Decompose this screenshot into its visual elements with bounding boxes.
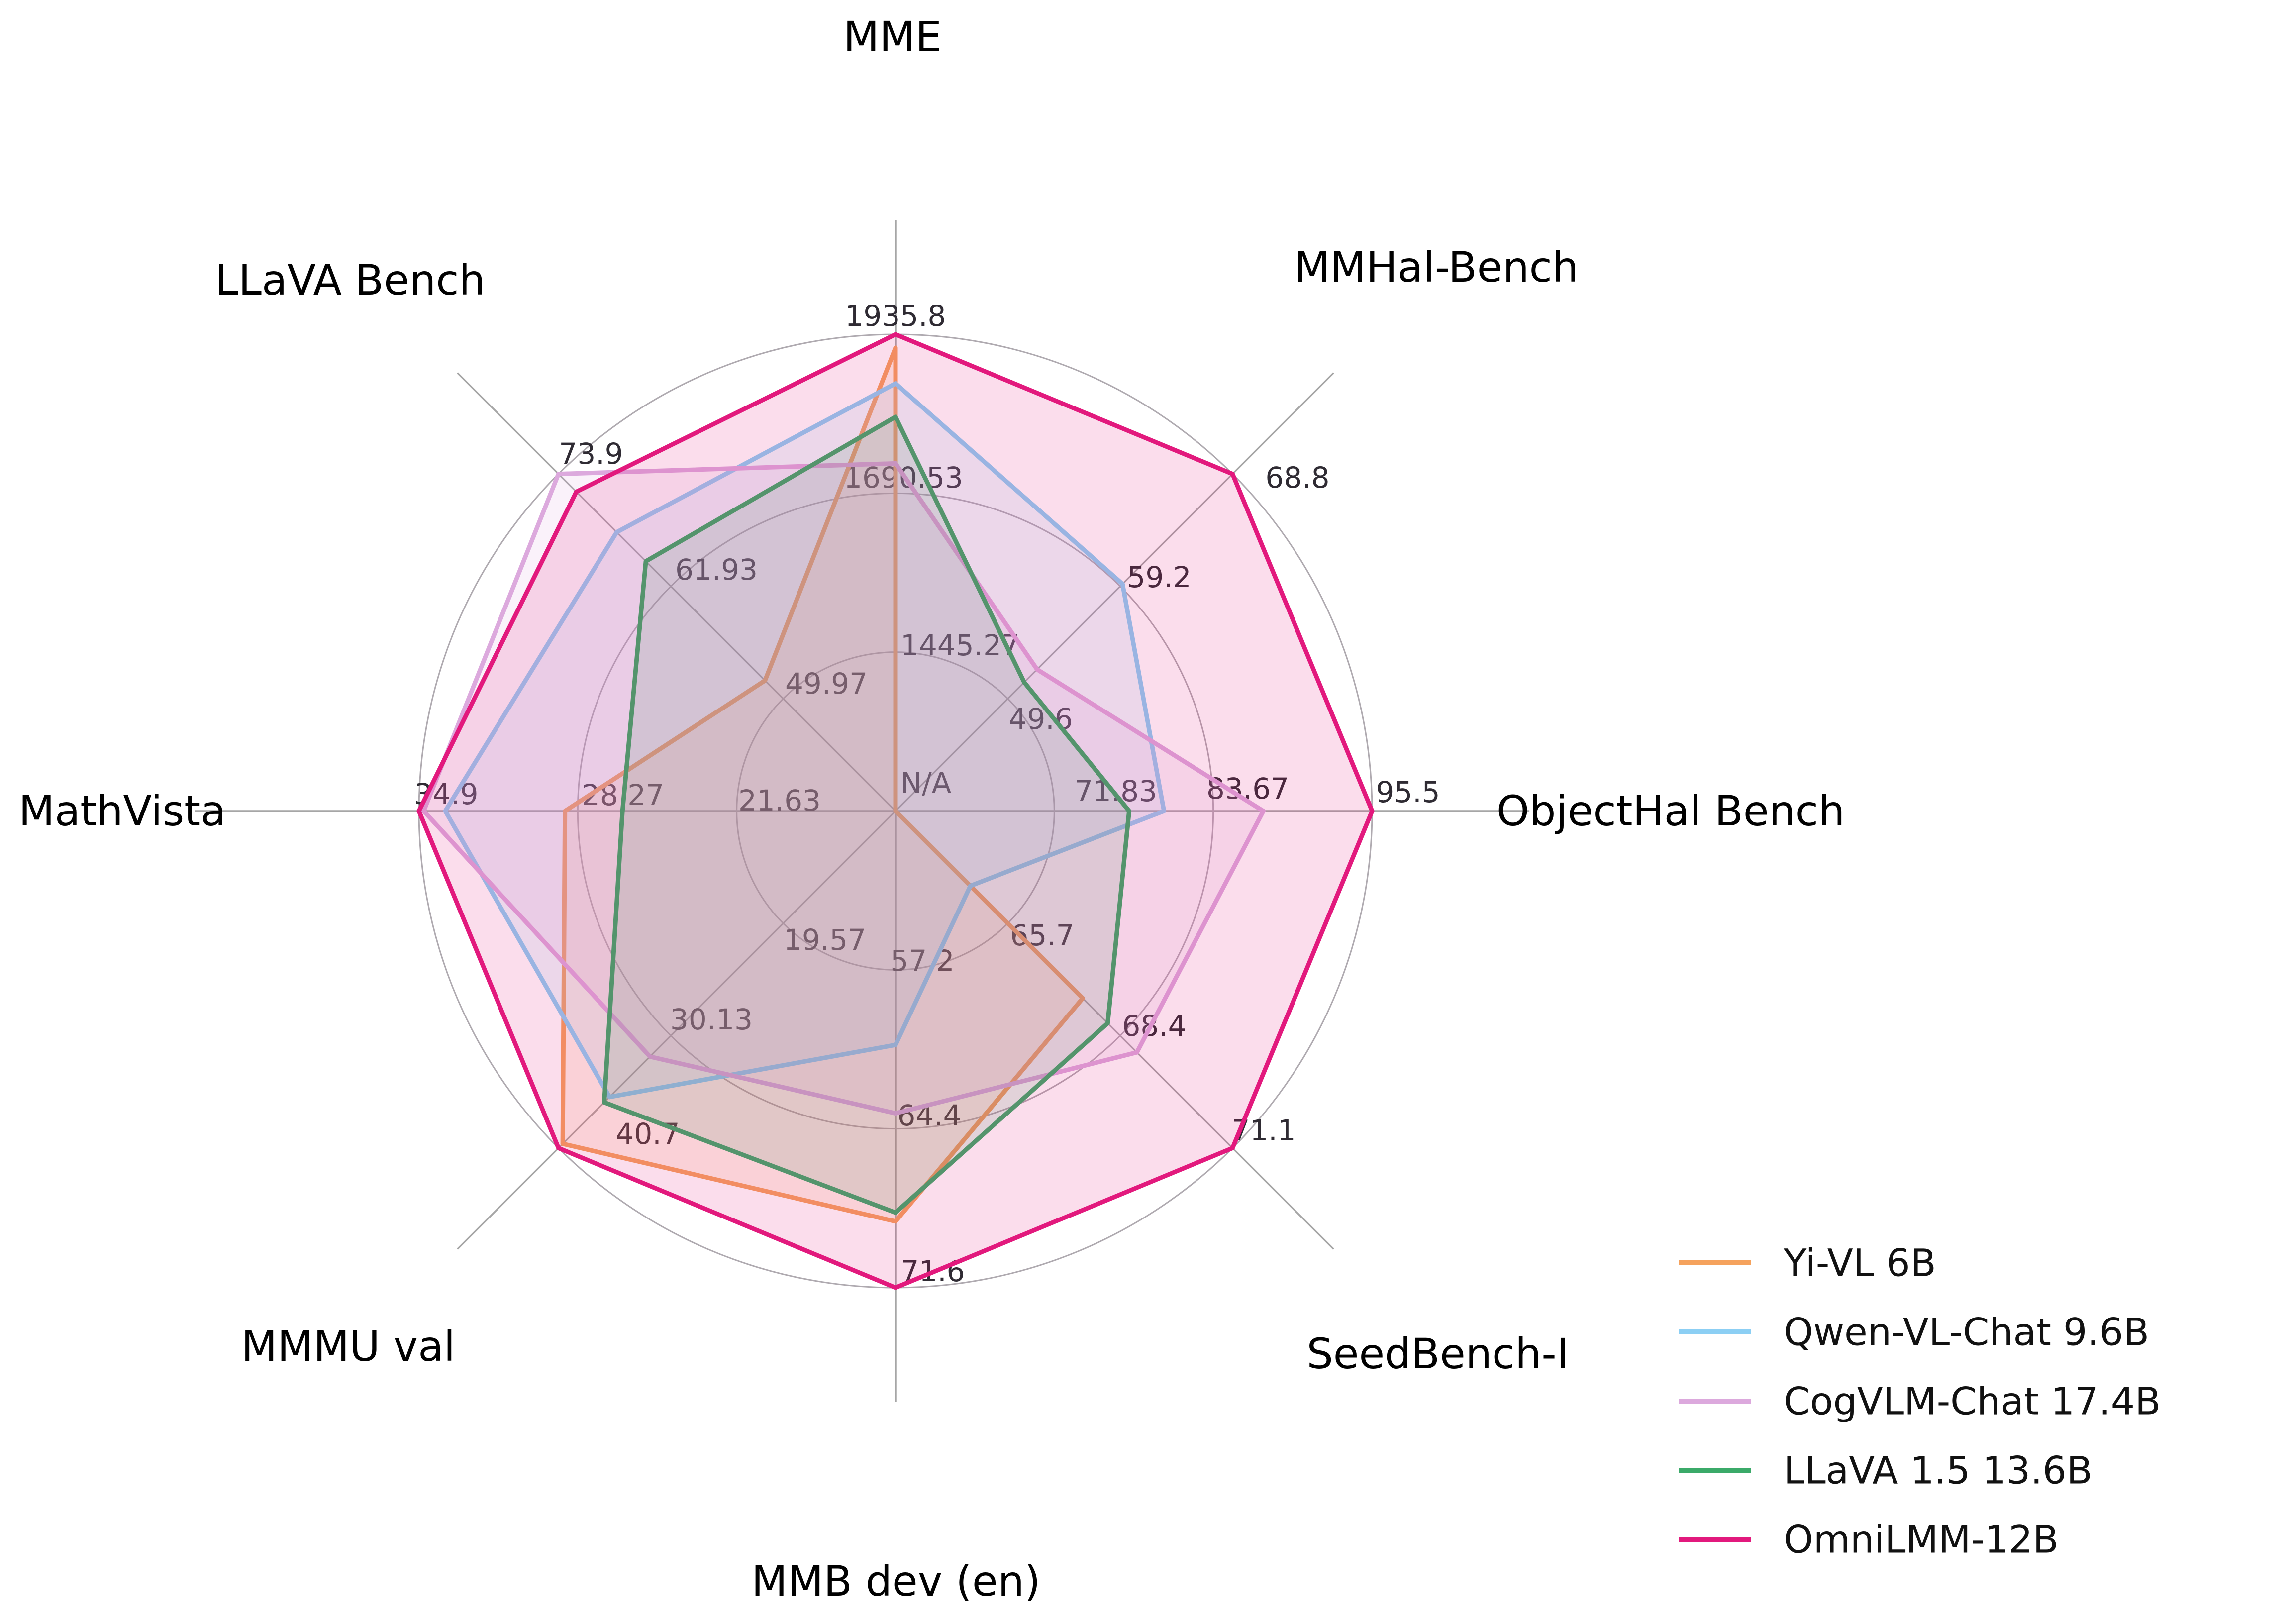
tick-label: 57.2: [890, 944, 954, 978]
axis-title-mmb-dev-en-: MMB dev (en): [751, 1557, 1040, 1606]
tick-label: 68.8: [1265, 461, 1329, 495]
axis-spoke: [457, 810, 897, 1250]
axis-title-mmhal-bench: MMHal-Bench: [1294, 243, 1579, 292]
tick-label: 49.97: [785, 667, 868, 701]
legend-item-llava-1-5-13-6b: LLaVA 1.5 13.6B: [1679, 1448, 2093, 1493]
tick-label: 71.83: [1075, 774, 1157, 808]
series-polygon-llava-1-5-13-6b: [602, 414, 1132, 1215]
legend-label: LLaVA 1.5 13.6B: [1784, 1448, 2093, 1493]
legend-item-qwen-vl-chat-9-6b: Qwen-VL-Chat 9.6B: [1679, 1310, 2149, 1354]
tick-label: 21.63: [738, 784, 821, 817]
center-na-label: N/A: [900, 766, 952, 800]
legend-item-omnilmm-12b: OmniLMM-12B: [1679, 1518, 2059, 1562]
tick-label: 30.13: [670, 1003, 753, 1036]
tick-label: 40.7: [615, 1117, 680, 1151]
tick-label: 73.9: [559, 437, 623, 471]
series-polygon-qwen-vl-chat-9-6b: [443, 381, 1167, 1100]
axis-title-mathvista: MathVista: [18, 787, 226, 835]
tick-label: 61.93: [675, 553, 758, 587]
axis-title-mmmu-val: MMMU val: [241, 1322, 455, 1371]
axis-titles: MME MMHal-Bench ObjectHal Bench SeedBench-I…: [18, 12, 1845, 1606]
series-polygons: [416, 332, 1375, 1290]
legend-label: Qwen-VL-Chat 9.6B: [1784, 1310, 2149, 1354]
legend-label: CogVLM-Chat 17.4B: [1784, 1379, 2161, 1423]
axis-title-objecthal-bench: ObjectHal Bench: [1496, 787, 1845, 835]
series-polygon-cogvlm-chat-17-4b: [421, 461, 1266, 1116]
axis-title-seedbench-i: SeedBench-I: [1306, 1329, 1569, 1378]
axis-spoke: [895, 372, 1334, 812]
legend-item-yi-vl-6b: Yi-VL 6B: [1679, 1241, 1936, 1285]
legend-label: OmniLMM-12B: [1784, 1518, 2059, 1562]
tick-label: 19.57: [784, 923, 866, 957]
tick-label: 95.5: [1376, 775, 1440, 809]
tick-label: 59.2: [1127, 560, 1191, 594]
series-polygon-yi-vl-6b: [560, 345, 1085, 1224]
legend-label: Yi-VL 6B: [1783, 1241, 1936, 1285]
axis-title-llava-bench: LLaVA Bench: [215, 256, 485, 304]
series-polygon-omnilmm-12b: [416, 332, 1375, 1290]
legend: Yi-VL 6B Qwen-VL-Chat 9.6B CogVLM-Chat 17.…: [1679, 1241, 2161, 1562]
legend-item-cogvlm-chat-17-4b: CogVLM-Chat 17.4B: [1679, 1379, 2161, 1423]
axis-title-mme: MME: [843, 12, 942, 61]
axis-spoke: [457, 372, 897, 812]
tick-label: 1935.8: [845, 299, 946, 333]
